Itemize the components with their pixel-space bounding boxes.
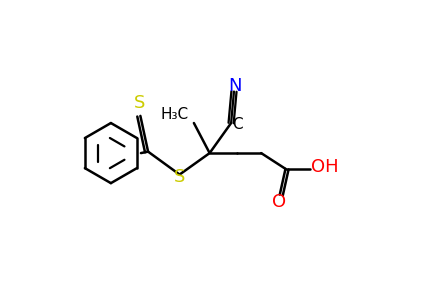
Text: C: C (232, 117, 242, 132)
Text: S: S (174, 168, 185, 186)
Text: S: S (134, 94, 145, 112)
Text: O: O (272, 193, 286, 211)
Text: H₃C: H₃C (160, 107, 188, 122)
Text: N: N (228, 77, 241, 95)
Text: OH: OH (311, 158, 339, 176)
